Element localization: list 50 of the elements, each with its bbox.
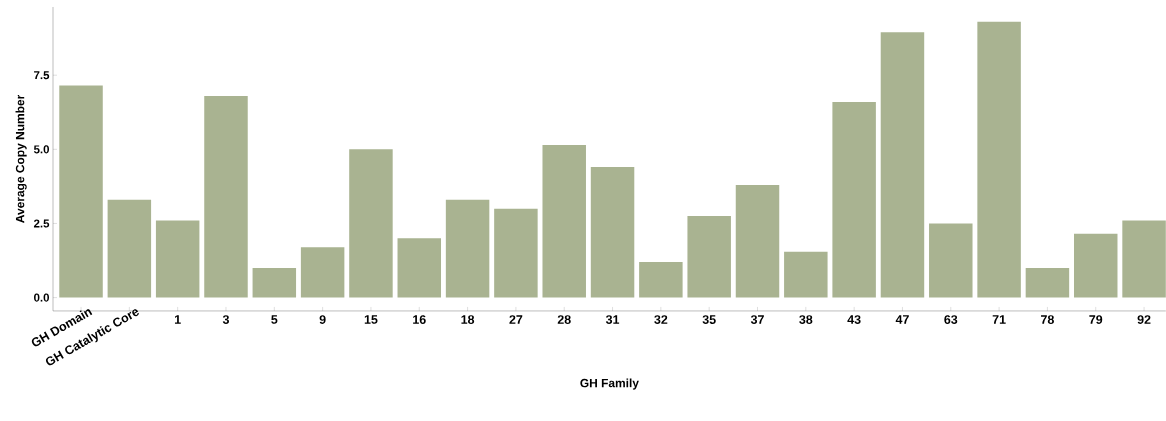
bar: [1074, 233, 1118, 298]
x-tick-label: 28: [557, 315, 571, 324]
bar: [349, 149, 393, 298]
bar: [639, 262, 683, 298]
x-tick-label: 32: [654, 315, 668, 325]
x-tick-label: 92: [1137, 315, 1151, 324]
x-tick-label: 43: [847, 315, 861, 325]
bar: [929, 223, 973, 298]
x-axis-title: GH Family: [580, 378, 639, 390]
bar: [155, 220, 200, 298]
bar: [590, 167, 635, 298]
bar: [445, 199, 490, 298]
y-tick-label: 0.0: [34, 293, 50, 302]
bar: [735, 184, 780, 298]
bar: [832, 101, 876, 298]
x-tick-label: 71: [992, 315, 1006, 324]
bar: [204, 95, 248, 298]
x-tick-label: 27: [509, 315, 523, 324]
x-tick-label: 63: [944, 315, 958, 325]
bar: [880, 32, 925, 298]
x-tick-label: 38: [799, 315, 813, 325]
x-tick-label: 1: [174, 315, 181, 324]
x-tick-label: 37: [750, 315, 764, 325]
x-tick-label: 79: [1089, 315, 1103, 324]
x-tick-label: 78: [1041, 315, 1054, 324]
bar: [397, 238, 442, 298]
x-tick-label: 5: [271, 315, 278, 324]
bar: [300, 247, 345, 298]
bar: [687, 216, 731, 298]
bar: [107, 199, 152, 298]
x-tick-label: 35: [702, 315, 716, 325]
bar: [784, 251, 828, 298]
x-tick-label: 31: [605, 315, 620, 325]
x-tick-label: 3: [222, 315, 229, 325]
bar: [1025, 267, 1070, 298]
y-tick-label: 7.5: [34, 71, 50, 80]
x-tick-label: 18: [461, 315, 475, 324]
x-tick-label: 47: [895, 315, 909, 324]
bar: [252, 267, 297, 298]
y-axis-title: Average Copy Number: [15, 94, 27, 223]
bar: [1122, 220, 1166, 298]
y-tick-label: 5.0: [33, 145, 50, 154]
bar: [59, 85, 103, 298]
bar: [494, 208, 538, 298]
x-tick-label: 9: [319, 315, 326, 324]
bar: [977, 21, 1021, 298]
x-tick-label: 15: [364, 315, 378, 324]
y-tick-label: 2.5: [33, 219, 50, 228]
x-tick-label: 16: [413, 315, 426, 324]
bar: [542, 144, 586, 298]
